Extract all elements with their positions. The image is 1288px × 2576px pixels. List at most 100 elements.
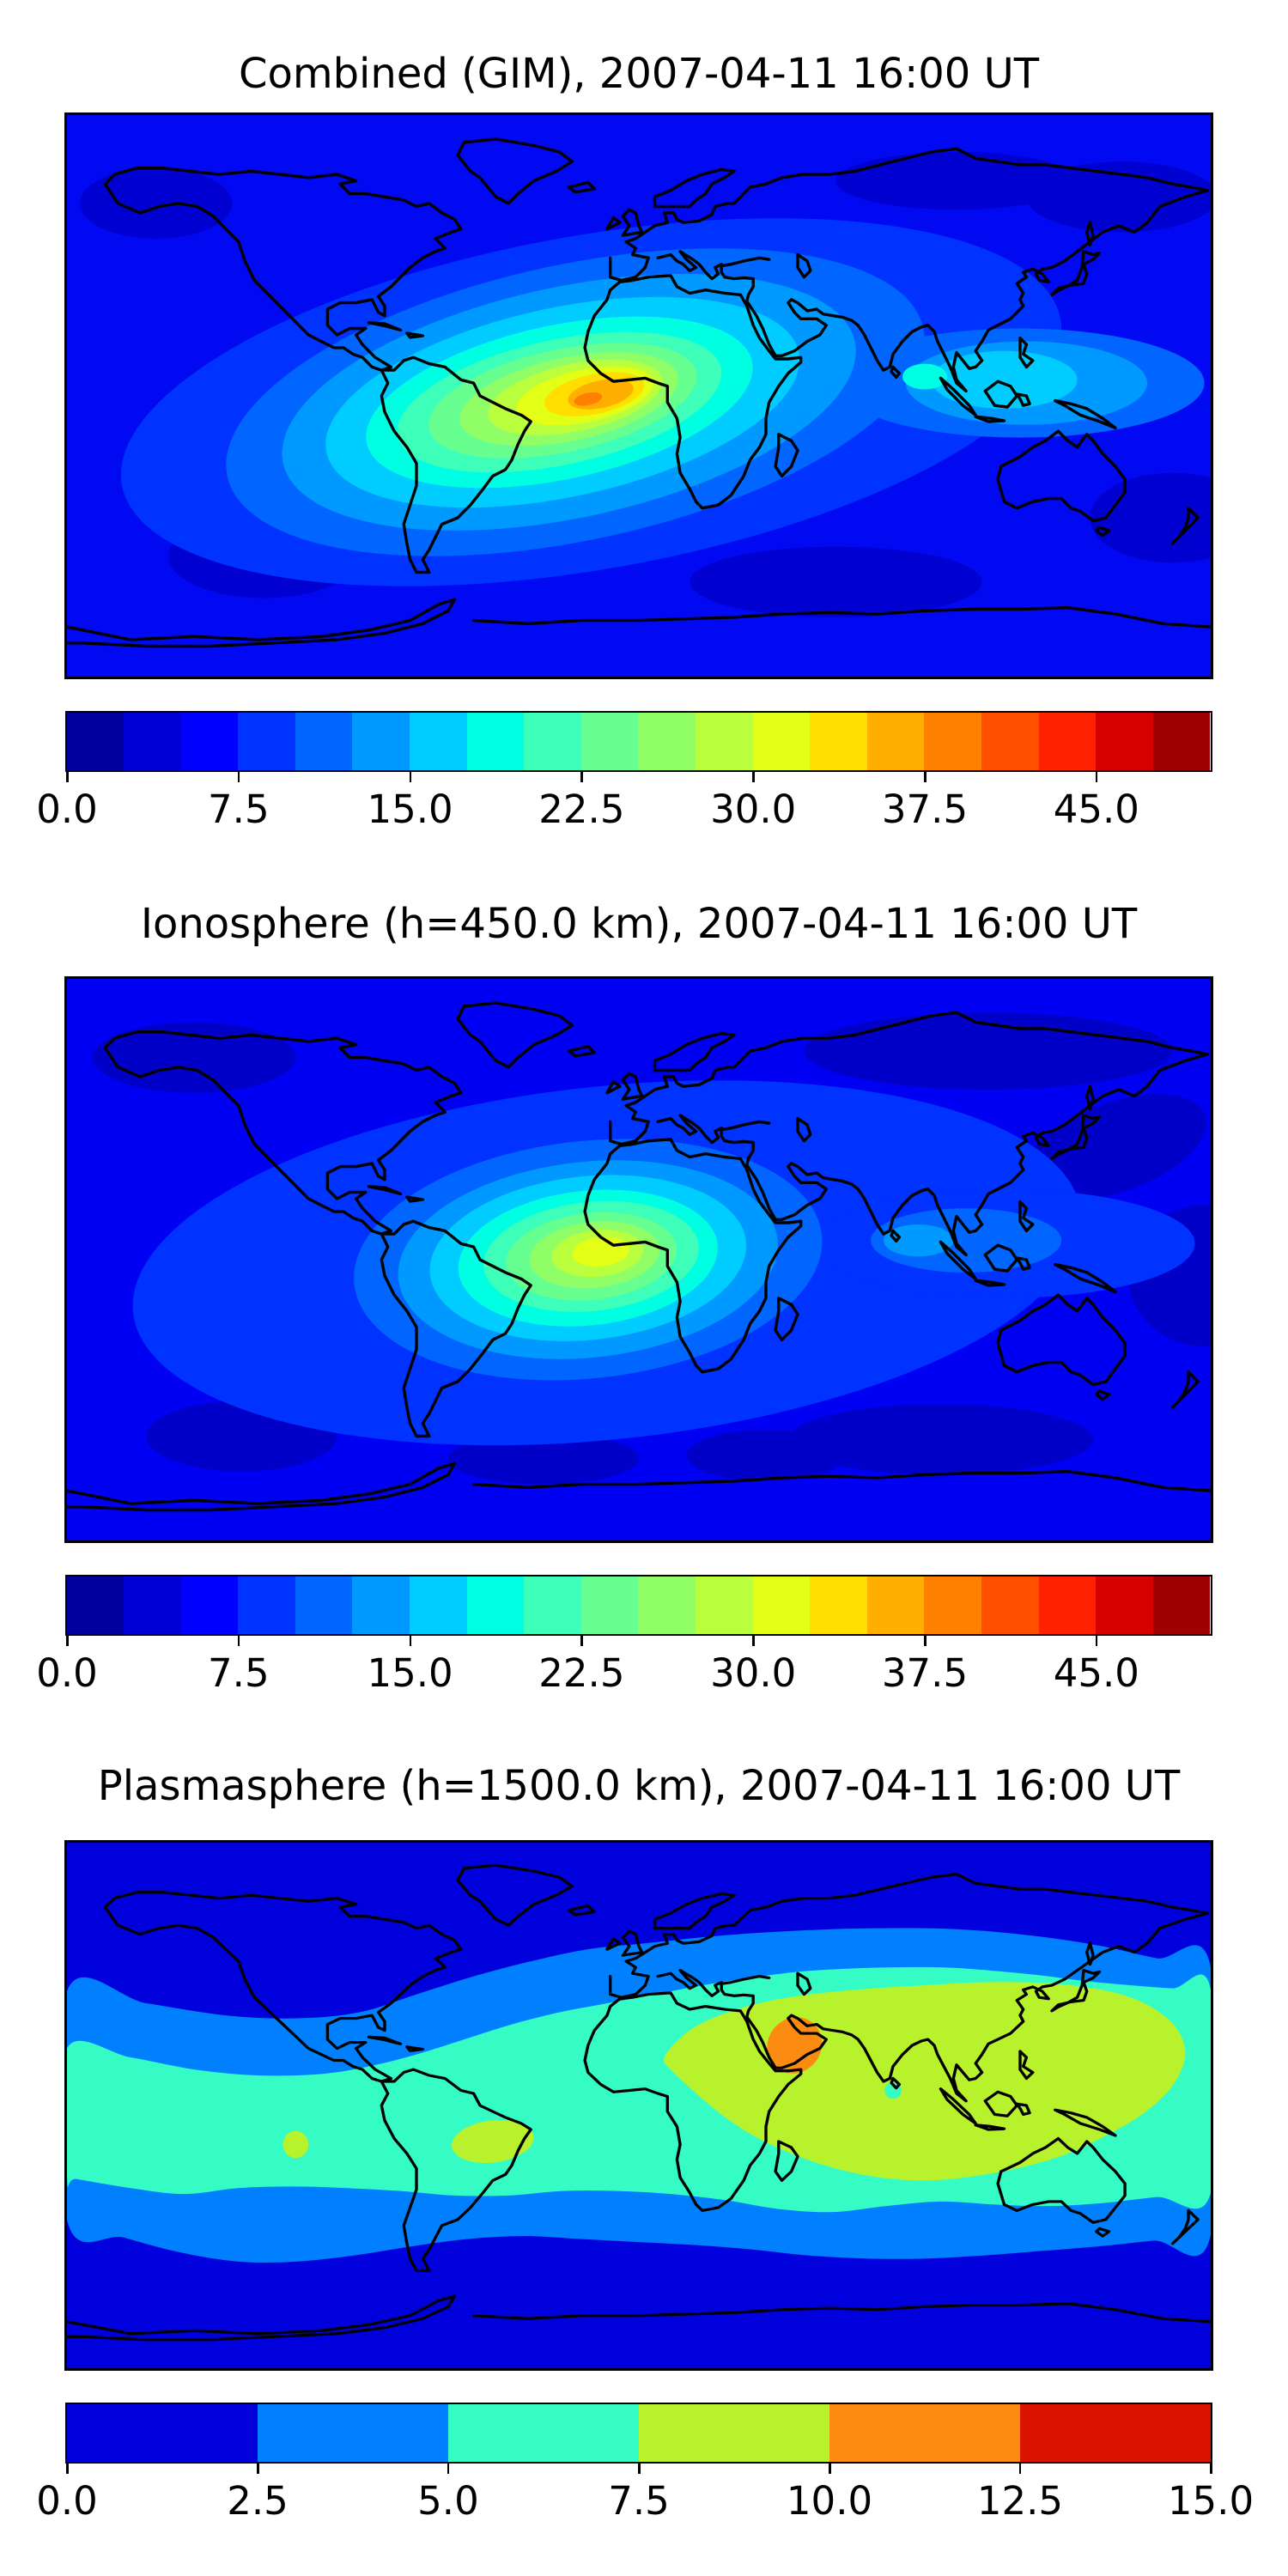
colorbar-tick-label: 7.5 — [208, 1650, 270, 1696]
colorbar-segment — [410, 1576, 467, 1634]
colorbar-segment — [238, 1576, 295, 1634]
colorbar-segment — [924, 1576, 981, 1634]
colorbar-tick-label: 30.0 — [710, 1650, 797, 1696]
contour-level — [835, 151, 1078, 210]
colorbar-tick-label: 15.0 — [1167, 2478, 1255, 2524]
coastline-path — [939, 376, 977, 417]
coastline-path — [1095, 526, 1111, 538]
colorbar-tick-label: 22.5 — [538, 1650, 625, 1696]
colorbar-tick — [752, 770, 755, 782]
colorbar-segment — [352, 712, 410, 770]
colorbar-tick — [237, 1634, 240, 1646]
coastline-path — [1018, 337, 1035, 369]
contour-level — [448, 1432, 639, 1485]
colorbar-segment — [1096, 1576, 1153, 1634]
coastline-path — [609, 1011, 1209, 1257]
coastline-path — [996, 429, 1127, 523]
colorbar-tick — [447, 2462, 450, 2474]
coastline-path — [796, 1116, 812, 1143]
colorbar-segment — [580, 712, 639, 770]
coastline-path — [583, 274, 803, 510]
colorbar-tick-label: 45.0 — [1053, 1650, 1139, 1696]
colorbar-tick-label: 7.5 — [608, 2478, 670, 2524]
coastline-path — [774, 2140, 799, 2182]
colorbar-segment — [810, 712, 867, 770]
colorbar-segment — [180, 1576, 239, 1634]
coastline-path — [1095, 2227, 1111, 2238]
coastline-path — [1015, 2102, 1031, 2117]
contour-layers — [79, 151, 1211, 617]
world-map-plasmasphere — [64, 1840, 1213, 2371]
panel-title-plasmasphere: Plasmasphere (h=1500.0 km), 2007-04-11 1… — [97, 1762, 1181, 1810]
coastline-path — [890, 1229, 902, 1242]
colorbar-tick-label: 0.0 — [36, 787, 98, 832]
coastline-path — [103, 167, 463, 372]
coastline-path — [1085, 221, 1095, 247]
coastline-path — [1170, 1370, 1200, 1409]
colorbar-tick-label: 15.0 — [367, 1650, 453, 1696]
coastline-path — [380, 1219, 532, 1438]
colorbar-segment — [829, 2403, 1020, 2462]
coastline-path — [367, 321, 403, 332]
coastline-path — [796, 1971, 812, 1996]
coastline-path — [583, 1138, 803, 1374]
coastline-path — [1054, 1262, 1117, 1294]
contour-level — [79, 167, 233, 239]
contour-level — [283, 2130, 309, 2159]
colorbar-segment — [257, 2403, 448, 2462]
world-map-plasmasphere-svg — [67, 1843, 1211, 2368]
world-map-ionosphere-svg — [67, 979, 1211, 1540]
colorbar-segment — [810, 1576, 867, 1634]
colorbar-segment — [752, 712, 811, 770]
colorbar-plasmasphere: 0.0 2.5 5.0 7.5 10.0 12.5 15.0 — [36, 2402, 1254, 2524]
coastline-path — [653, 1892, 736, 1930]
colorbar-tick-label: 37.5 — [881, 1650, 969, 1696]
coastline-path — [890, 365, 902, 379]
coastline-path — [380, 2068, 532, 2272]
coastline-path — [1095, 1389, 1111, 1401]
colorbar-tick — [66, 2462, 69, 2474]
colorbar-tick-label: 30.0 — [710, 787, 797, 832]
colorbar-tick — [638, 2462, 641, 2474]
contour-level — [686, 1430, 846, 1481]
colorbar-segment — [524, 1576, 581, 1634]
colorbar-tick — [924, 1634, 927, 1646]
coastline-path — [605, 1937, 622, 1951]
colorbar-tick-label: 37.5 — [881, 787, 969, 832]
colorbar-tick — [1018, 2462, 1022, 2474]
colorbar-tick — [580, 770, 583, 782]
panel-title-ionosphere: Ionosphere (h=450.0 km), 2007-04-11 16:0… — [140, 900, 1138, 948]
colorbar-segment — [866, 712, 925, 770]
colorbar-tick-label: 5.0 — [417, 2478, 479, 2524]
coastline-path — [103, 1891, 463, 2083]
colorbar-tick-label: 0.0 — [36, 1650, 98, 1696]
colorbar-tick-label: 10.0 — [786, 2478, 873, 2524]
colorbar-gradient — [64, 2402, 1212, 2464]
coastline-path — [939, 2087, 977, 2125]
coastline-path — [653, 167, 736, 209]
coastline-path — [1018, 2050, 1035, 2081]
colorbar-segment — [124, 1576, 181, 1634]
world-coastlines — [67, 1001, 1211, 1512]
coastline-path — [471, 2302, 1211, 2324]
coastline-path — [1085, 1084, 1095, 1111]
contour-level — [883, 1224, 954, 1257]
coastline-path — [621, 1072, 644, 1101]
contour-layers — [92, 1012, 1211, 1485]
coastline-path — [621, 208, 644, 237]
coastline-path — [774, 433, 799, 478]
coastline-path — [1050, 1114, 1102, 1160]
colorbar-segment — [638, 712, 696, 770]
coastline-path — [405, 2045, 425, 2052]
colorbar-tick — [1210, 2462, 1212, 2474]
coastline-path — [656, 1114, 723, 1145]
panel-title-combined: Combined (GIM), 2007-04-11 16:00 UT — [238, 50, 1040, 98]
colorbar-segment — [638, 2403, 829, 2462]
colorbar-tick — [409, 770, 412, 782]
coastline-path — [1170, 2208, 1200, 2245]
coastline-path — [1085, 1941, 1095, 1966]
colorbar-tick — [237, 770, 240, 782]
contour-level — [1090, 472, 1211, 563]
colorbar-tick — [924, 770, 927, 782]
colorbar-tick-label: 0.0 — [36, 2478, 98, 2524]
